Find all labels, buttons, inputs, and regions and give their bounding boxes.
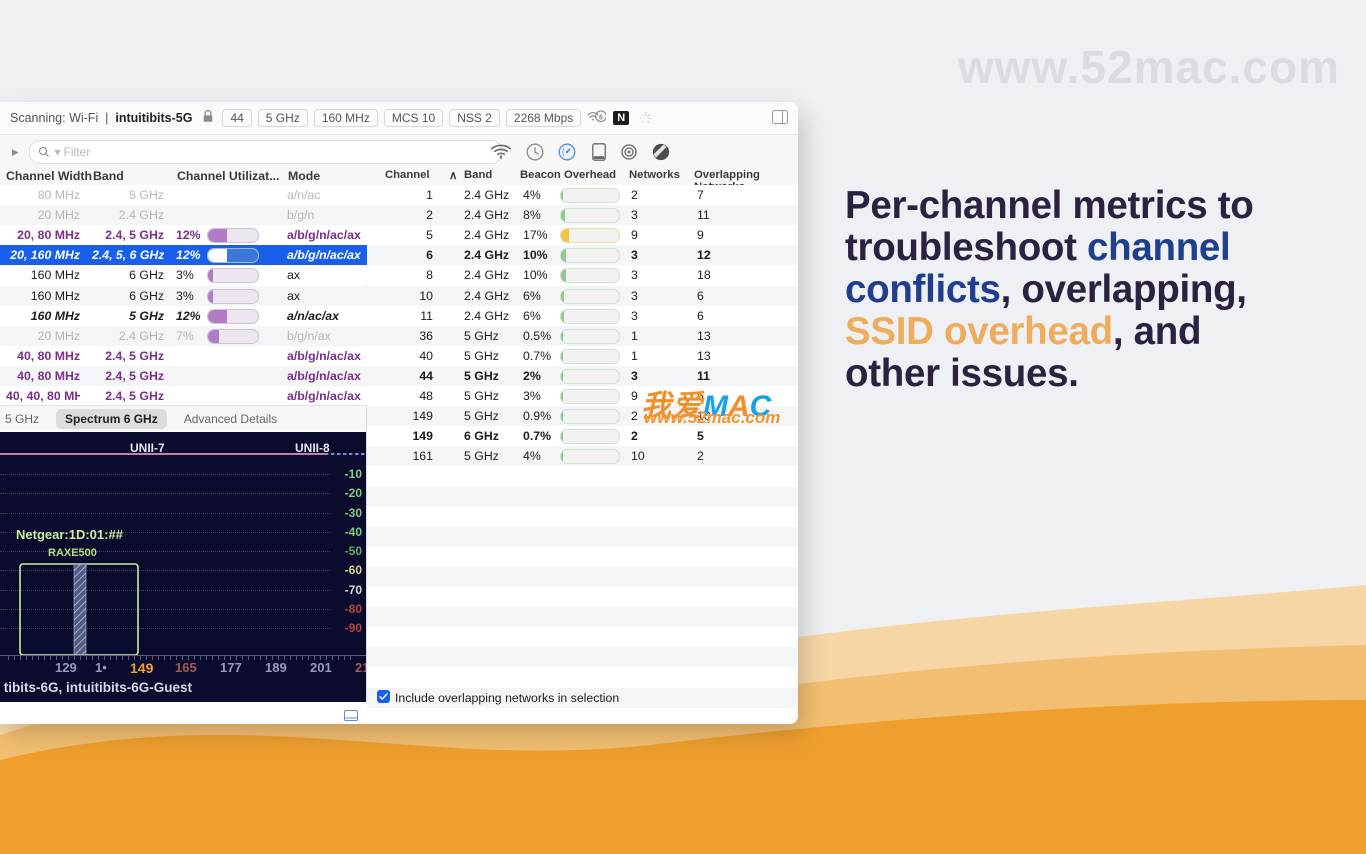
svg-text:6: 6	[599, 115, 603, 122]
